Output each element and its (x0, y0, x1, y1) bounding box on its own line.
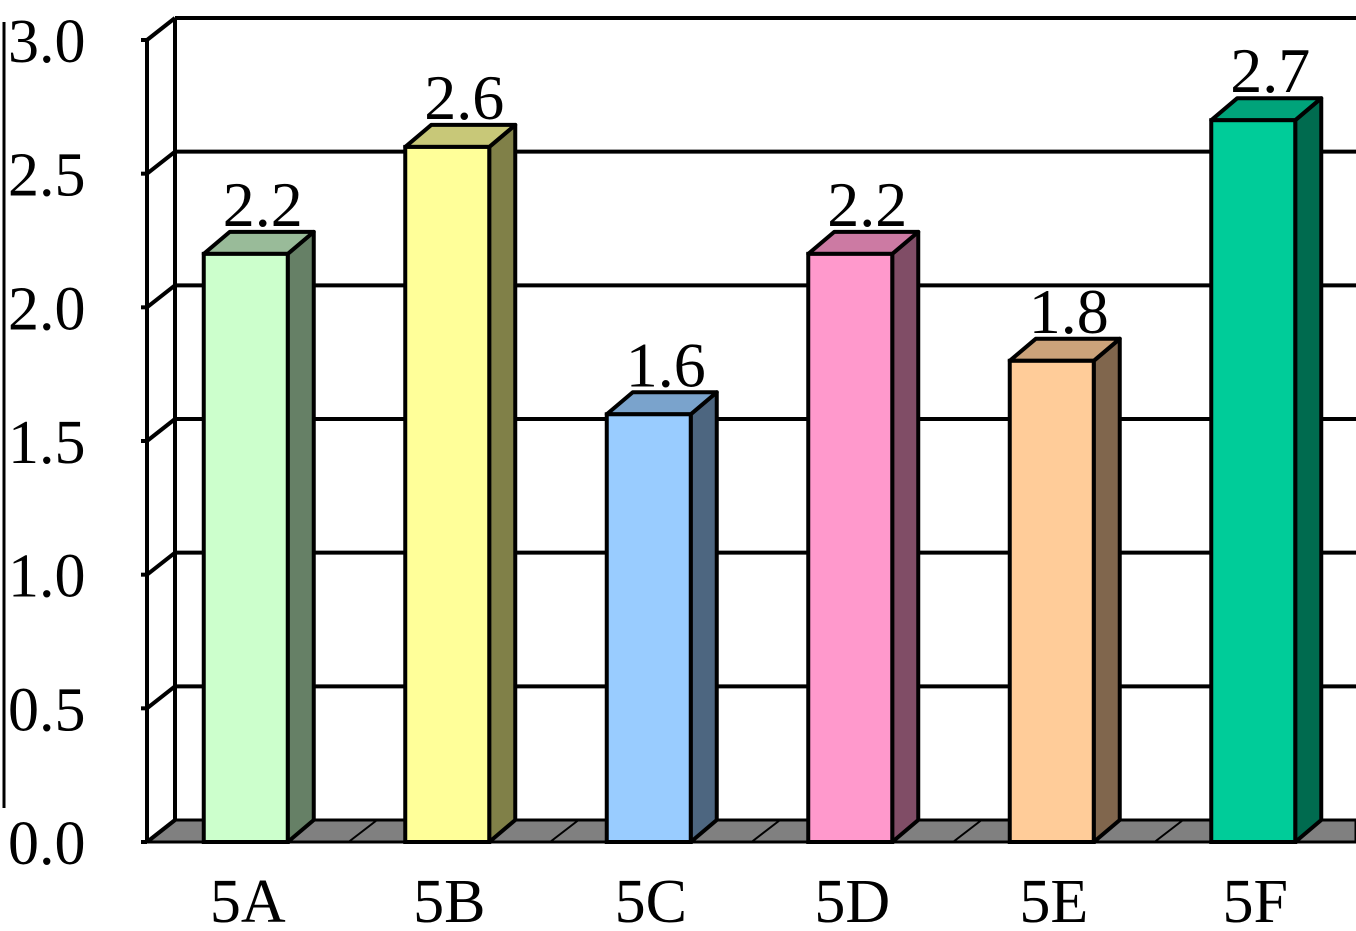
bar-front (1209, 118, 1298, 844)
bar-5F (1209, 96, 1324, 844)
gridline-diagonal (145, 16, 177, 42)
bar-5C (604, 390, 719, 844)
value-label-5A: 2.2 (223, 169, 303, 240)
y-tick-label: 2.0 (8, 275, 86, 343)
value-labels: 2.2 2.6 1.6 2.2 1.8 2.7 (223, 35, 1311, 400)
gridline-diagonal (145, 150, 177, 176)
floor-divider (952, 819, 983, 843)
bar-side (1091, 336, 1122, 844)
bar-side (487, 122, 518, 844)
value-label-5F: 2.7 (1230, 35, 1310, 106)
category-label-5D: 5D (814, 868, 890, 931)
floor-divider (549, 819, 580, 843)
bar-side (285, 229, 316, 844)
value-label-5C: 1.6 (626, 329, 706, 400)
value-label-5B: 2.6 (424, 62, 504, 133)
category-label-5A: 5A (210, 868, 286, 931)
gridline-diagonal (145, 818, 177, 844)
category-label-5F: 5F (1223, 868, 1288, 931)
gridline-diagonal (145, 551, 177, 577)
y-tick-label: 0.5 (8, 676, 86, 744)
bar-front (403, 144, 492, 844)
gridline-diagonal (145, 417, 177, 443)
bar-side (890, 229, 921, 844)
floor (142, 818, 1356, 844)
category-label-5B: 5B (413, 868, 485, 931)
value-label-5E: 1.8 (1029, 276, 1109, 347)
floor-divider (1153, 819, 1184, 843)
bar-side (1293, 96, 1324, 844)
bar-front (806, 251, 895, 845)
bar-5A (201, 229, 316, 845)
floor-divider (347, 819, 378, 843)
category-labels: 5A 5B 5C 5D 5E 5F (210, 868, 1288, 931)
floor-divider (750, 819, 781, 843)
y-tick-label: 0.0 (8, 810, 86, 878)
y-axis-ticks: 0.0 0.5 1.0 1.5 2.0 2.5 3.0 (8, 8, 147, 878)
y-tick-label: 1.5 (8, 409, 86, 477)
gridline-diagonal (145, 684, 177, 710)
bar-side (688, 390, 719, 844)
value-label-5D: 2.2 (827, 169, 907, 240)
bar-front (604, 412, 693, 844)
bar-front (201, 251, 290, 845)
bar-front (1007, 358, 1096, 844)
bar-5E (1007, 336, 1122, 844)
y-tick-label: 3.0 (8, 8, 86, 76)
bar-5D (806, 229, 921, 845)
category-label-5C: 5C (615, 868, 687, 931)
y-tick-label: 2.5 (8, 142, 86, 210)
gridline-diagonal (145, 283, 177, 309)
category-label-5E: 5E (1019, 868, 1088, 931)
bar-5B (403, 122, 518, 844)
y-tick-label: 1.0 (8, 543, 86, 611)
bars (201, 96, 1324, 845)
